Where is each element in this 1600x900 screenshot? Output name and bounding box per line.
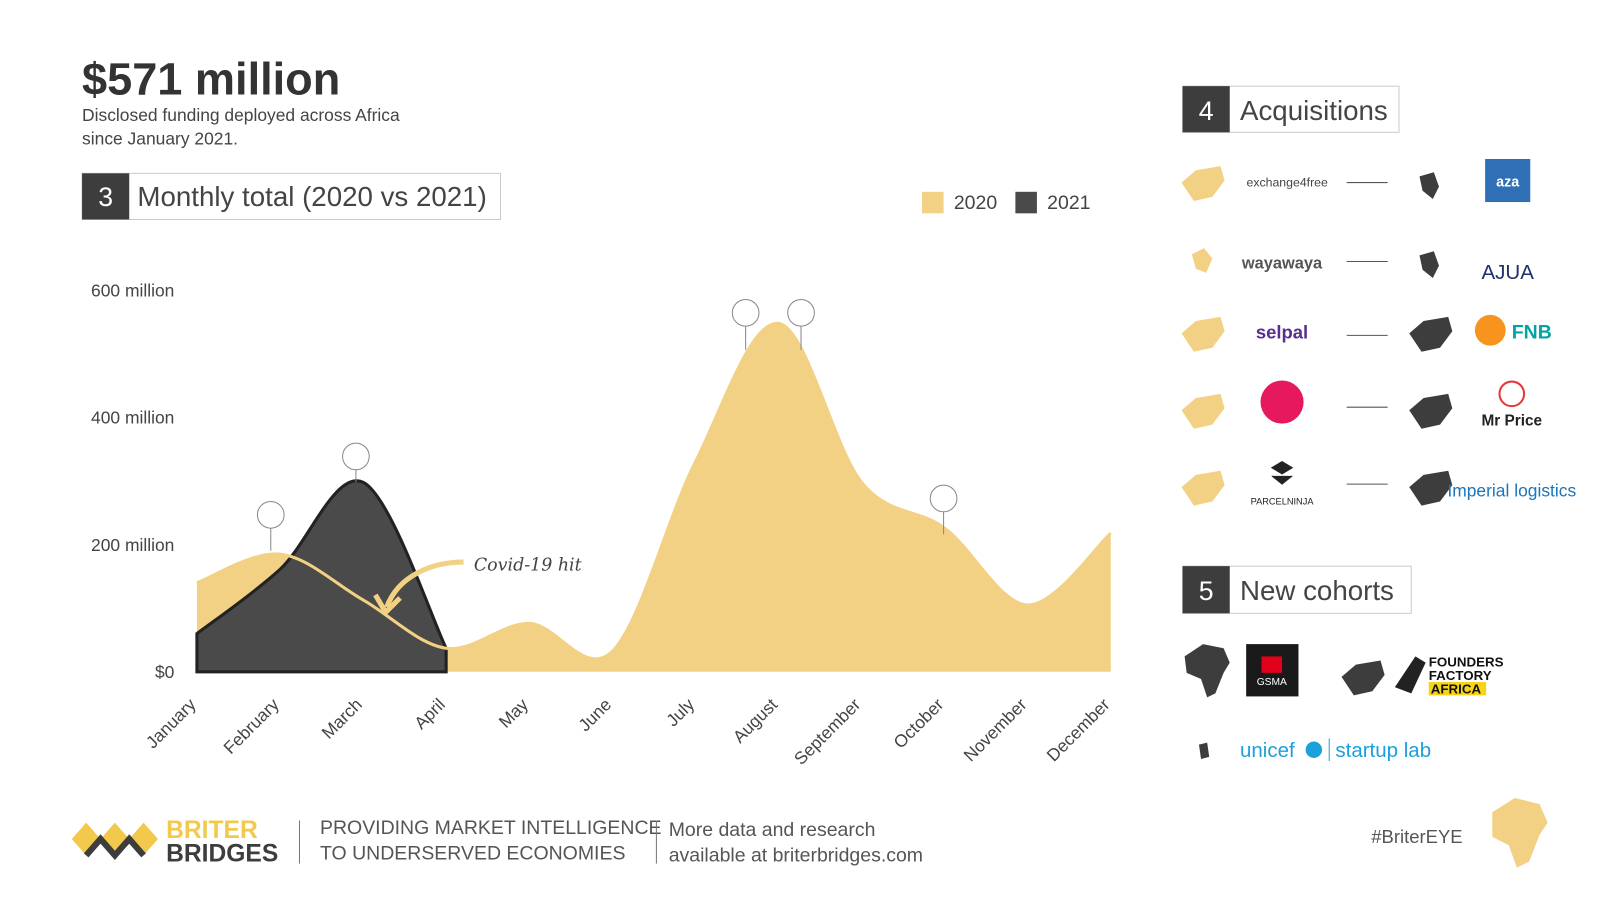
cohort: GSMA [1257, 677, 1287, 688]
annotation: Covid-19 hit [474, 555, 583, 575]
logo [1498, 380, 1526, 408]
map [1181, 393, 1225, 429]
logo [1260, 380, 1304, 424]
acquired: PARCELNINJA [1251, 497, 1315, 507]
line [196, 321, 1112, 661]
section-badge [1182, 86, 1230, 133]
section-box [81, 172, 502, 220]
acquirer: FNB [1512, 321, 1552, 343]
map [1409, 316, 1453, 352]
map [1184, 644, 1230, 698]
subtitle: since January 2021. [82, 129, 238, 149]
legend-label: 2021 [1047, 192, 1090, 214]
acquirer: AJUA [1481, 261, 1534, 284]
map [1341, 660, 1385, 696]
map [1492, 797, 1548, 868]
map [1198, 742, 1210, 759]
logo [1428, 682, 1487, 696]
y-tick-label: 600 million [91, 280, 174, 300]
tagline: TO UNDERSERVED ECONOMIES [320, 842, 625, 864]
acquired: selpal [1256, 321, 1308, 342]
section-number: 3 [98, 182, 113, 212]
map [1409, 393, 1453, 429]
map [1419, 172, 1439, 199]
annotation-arrow [384, 559, 464, 609]
map [1181, 316, 1225, 352]
map [1181, 166, 1225, 202]
cohort: unicef [1240, 739, 1295, 762]
map [1191, 248, 1213, 273]
headline: $571 million [82, 53, 340, 104]
more-info: More data and research [669, 819, 876, 841]
tagline: PROVIDING MARKET INTELLIGENCE [320, 817, 662, 839]
section-title: New cohorts [1240, 575, 1394, 606]
section-number: 5 [1199, 576, 1214, 606]
cohort: startup lab [1335, 739, 1431, 762]
logo [1261, 656, 1283, 673]
legend-label: 2020 [954, 192, 997, 214]
brand: BRIDGES [166, 841, 278, 868]
logo-pins [256, 298, 958, 551]
logo [1485, 158, 1531, 203]
cohort: AFRICA [1431, 681, 1482, 696]
section-title: Acquisitions [1240, 95, 1388, 126]
acquirer: aza [1496, 175, 1520, 191]
legend-swatch [922, 191, 944, 214]
brand: BRITER [166, 817, 258, 844]
cohort: FOUNDERS [1429, 655, 1504, 670]
acquired: wayawaya [1241, 255, 1323, 273]
more-info: available at briterbridges.com [669, 845, 923, 867]
section-number: 4 [1199, 96, 1214, 126]
acquisition-rows: exchange4free aza wayawaya AJUA selpal F… [1181, 158, 1576, 507]
logo [1394, 656, 1426, 694]
brand-logo [71, 822, 158, 856]
section-badge [1182, 566, 1230, 614]
logo [1305, 741, 1323, 758]
subtitle: Disclosed funding deployed across Africa [82, 105, 400, 125]
y-tick-label: $0 [155, 662, 175, 682]
section-badge [82, 173, 130, 220]
acquirer: Mr Price [1481, 413, 1542, 430]
area [195, 479, 448, 674]
map [1419, 251, 1439, 278]
map [1181, 470, 1225, 506]
legend-swatch [1015, 191, 1037, 214]
area [196, 323, 1111, 672]
acquirer: Imperial logistics [1447, 480, 1576, 500]
hashtag: #BriterEYE [1371, 826, 1462, 847]
brand-logo [83, 834, 146, 861]
y-tick-label: 200 million [91, 535, 174, 555]
logo [1474, 314, 1506, 346]
cohort: FACTORY [1429, 668, 1492, 683]
annotation-arrowhead [373, 593, 402, 617]
logo [1270, 460, 1294, 485]
acquired: exchange4free [1246, 176, 1328, 190]
y-tick-label: 400 million [91, 408, 174, 428]
chart-title: Monthly total (2020 vs 2021) [137, 181, 486, 212]
map [1409, 470, 1453, 506]
